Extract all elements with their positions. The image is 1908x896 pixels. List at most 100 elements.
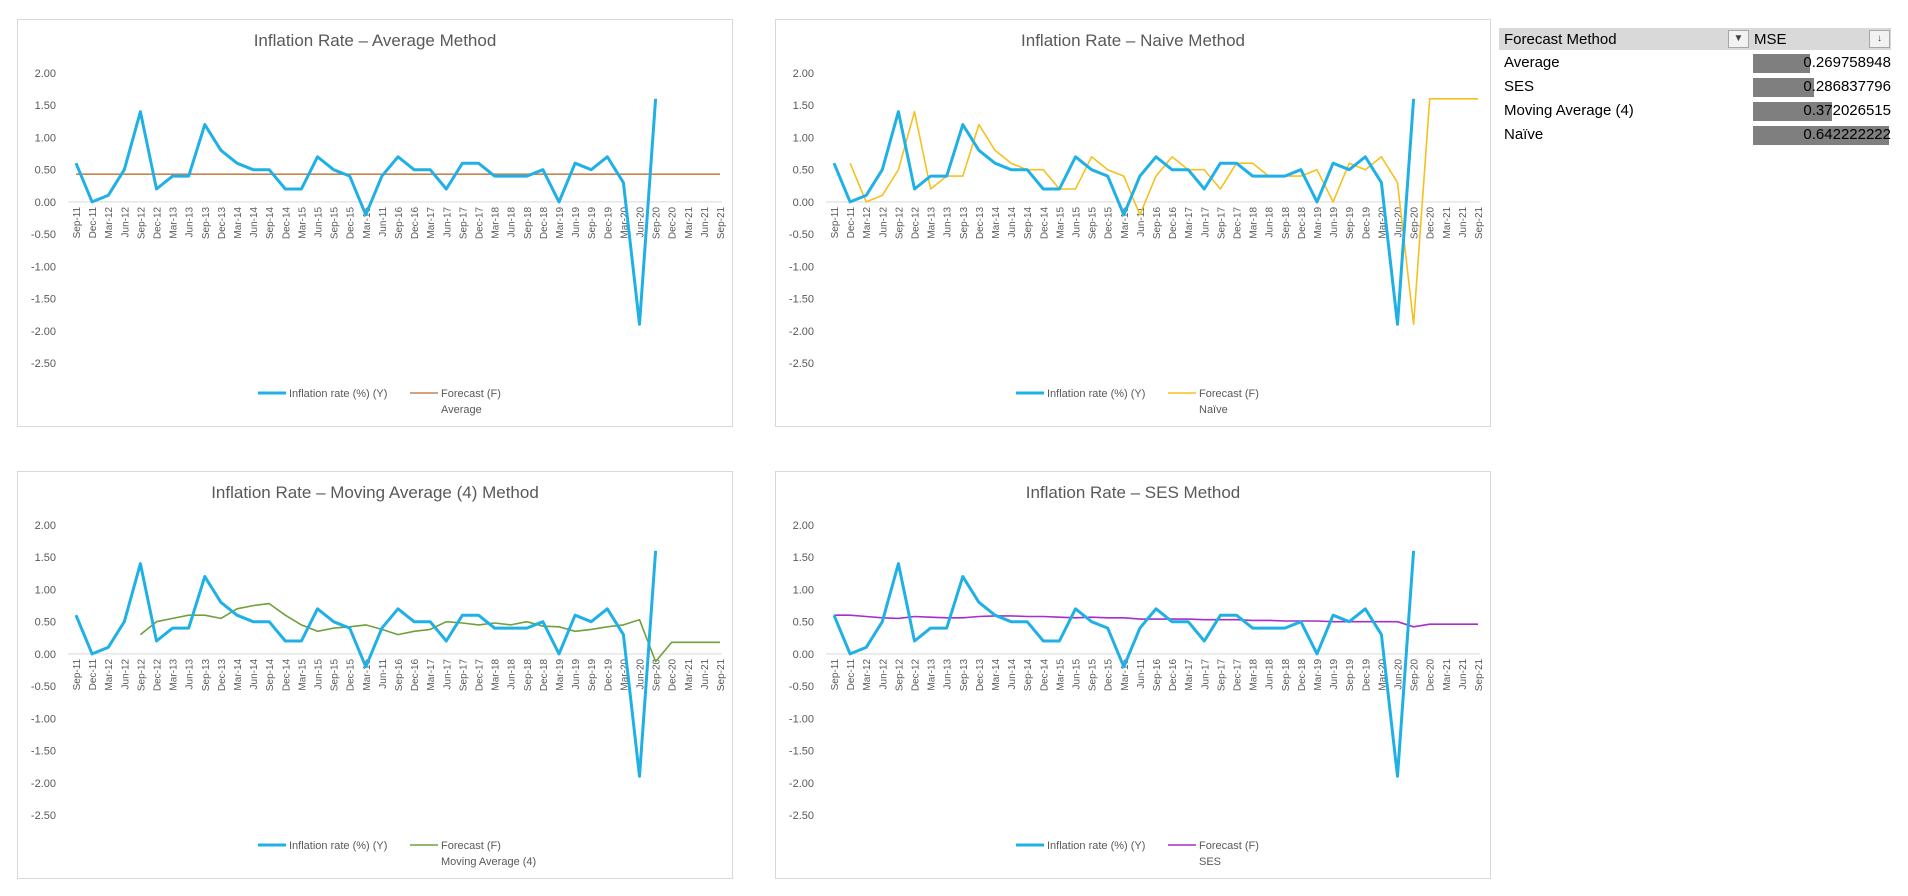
sort-descending-icon[interactable]: ↓ <box>1869 30 1890 48</box>
x-tick-label: Jun-12 <box>878 206 889 237</box>
y-tick-label: -0.50 <box>789 229 814 241</box>
y-tick-label: 0.50 <box>35 617 56 629</box>
x-tick-label: Jun-21 <box>700 206 711 237</box>
x-tick-label: Dec-20 <box>1426 658 1437 691</box>
x-tick-label: Dec-14 <box>1039 206 1050 239</box>
x-tick-label: Jun-17 <box>442 206 453 237</box>
x-tick-label: Dec-11 <box>846 206 857 238</box>
x-tick-label: Mar-15 <box>297 658 308 690</box>
x-tick-label: Sep-16 <box>394 206 405 239</box>
x-tick-label: Sep-19 <box>1345 658 1356 691</box>
x-tick-label: Sep-15 <box>330 658 341 691</box>
x-tick-label: Jun-15 <box>314 206 325 237</box>
x-tick-label: Sep-14 <box>265 206 276 239</box>
y-tick-label: -2.00 <box>31 778 56 790</box>
x-tick-label: Sep-17 <box>1216 658 1227 691</box>
x-tick-label: Mar-21 <box>684 206 695 238</box>
x-tick-label: Dec-20 <box>668 206 679 239</box>
x-tick-label: Dec-17 <box>1233 658 1244 691</box>
legend-label-forecast: Forecast (F) <box>1199 840 1259 852</box>
chart-plot: 2.00 1.50 1.00 0.50 0.00 -0.50 -1.00 -1.50 -2.00… <box>31 68 727 416</box>
y-tick-label: -1.00 <box>31 713 56 725</box>
y-tick-label: -0.50 <box>31 681 56 693</box>
x-tick-label: Sep-14 <box>265 658 276 691</box>
x-tick-label: Jun-11 <box>378 206 389 236</box>
x-tick-label: Dec-16 <box>1168 658 1179 691</box>
x-tick-label: Sep-13 <box>959 658 970 691</box>
x-tick-label: Jun-21 <box>1458 658 1469 689</box>
x-tick-label: Jun-19 <box>571 658 582 689</box>
x-tick-label: Jun-20 <box>1394 658 1405 689</box>
method-label: Average <box>1504 54 1560 71</box>
x-tick-label: Mar-12 <box>862 206 873 238</box>
x-tick-label: Dec-12 <box>911 658 922 691</box>
x-tick-label: Jun-21 <box>1458 206 1469 237</box>
x-tick-label: Mar-14 <box>991 658 1002 690</box>
x-tick-label: Mar-18 <box>491 206 502 238</box>
x-tick-label: Jun-11 <box>1136 206 1147 236</box>
y-tick-label: -0.50 <box>789 681 814 693</box>
x-tick-label: Mar-19 <box>555 658 566 690</box>
y-tick-label: 0.00 <box>35 197 56 209</box>
x-tick-label: Mar-17 <box>426 658 437 690</box>
x-tick-label: Jun-21 <box>700 658 711 689</box>
x-tick-label: Sep-20 <box>652 206 663 239</box>
legend-label-actual: Inflation rate (%) (Y) <box>289 388 387 400</box>
x-tick-label: Jun-19 <box>571 206 582 237</box>
x-tick-label: Dec-15 <box>346 206 357 239</box>
x-tick-label: Sep-17 <box>1216 206 1227 239</box>
x-tick-label: Sep-18 <box>523 658 534 691</box>
x-tick-label: Mar-15 <box>1055 206 1066 238</box>
mse-table: Forecast Method ▼ MSE ↓ Average 0.269758… <box>1499 28 1891 146</box>
x-tick-label: Jun-17 <box>442 658 453 689</box>
legend-label-forecast: Forecast (F) <box>1199 388 1259 400</box>
y-tick-label: -2.50 <box>789 358 814 370</box>
x-tick-label: Dec-11 <box>88 658 99 690</box>
x-tick-label: Sep-14 <box>1023 658 1034 691</box>
x-tick-label: Mar-20 <box>619 658 630 690</box>
chart-title: Inflation Rate – Moving Average (4) Meth… <box>211 483 539 502</box>
chart-plot: 2.00 1.50 1.00 0.50 0.00 -0.50 -1.00 -1.50 -2.00… <box>31 520 727 868</box>
x-tick-label: Mar-19 <box>1313 658 1324 690</box>
x-tick-label: Mar-13 <box>927 206 938 238</box>
chart-plot: 2.00 1.50 1.00 0.50 0.00 -0.50 -1.00 -1.50 -2.00… <box>789 68 1485 416</box>
x-tick-label: Dec-16 <box>1168 206 1179 239</box>
x-tick-label: Mar-14 <box>233 206 244 238</box>
chart-title: Inflation Rate – Average Method <box>253 31 497 50</box>
x-tick-label: Mar-20 <box>619 206 630 238</box>
x-tick-label: Mar-12 <box>104 206 115 238</box>
series-line-actual <box>832 98 1416 326</box>
x-tick-label: Mar-21 <box>1442 206 1453 238</box>
table-row: SES 0.286837796 <box>1499 74 1891 98</box>
x-tick-label: Mar-14 <box>991 206 1002 238</box>
series-line-actual <box>74 98 658 326</box>
y-tick-label: 2.00 <box>35 520 56 532</box>
x-tick-label: Sep-12 <box>136 658 147 691</box>
y-tick-label: 1.50 <box>793 100 814 112</box>
x-tick-label: Sep-20 <box>652 658 663 691</box>
y-tick-label: 2.00 <box>793 520 814 532</box>
y-tick-label: -1.50 <box>789 294 814 306</box>
y-tick-label: -0.50 <box>31 229 56 241</box>
x-tick-label: Jun-14 <box>1007 206 1018 237</box>
dropdown-arrow-icon[interactable]: ▼ <box>1728 30 1749 48</box>
method-label: SES <box>1504 78 1535 95</box>
y-tick-label: 1.50 <box>35 552 56 564</box>
x-tick-label: Mar-19 <box>1313 206 1324 238</box>
y-tick-label: 1.50 <box>35 100 56 112</box>
x-tick-label: Jun-14 <box>249 206 260 237</box>
x-tick-label: Dec-12 <box>153 206 164 239</box>
x-tick-label: Mar-20 <box>1377 206 1388 238</box>
x-tick-label: Mar-16 <box>1120 658 1131 690</box>
header-forecast-method: Forecast Method <box>1504 31 1617 48</box>
x-tick-label: Dec-15 <box>1104 658 1115 691</box>
table-row: Naïve 0.642222222 <box>1499 122 1891 146</box>
x-tick-label: Mar-18 <box>1249 658 1260 690</box>
x-tick-label: Jun-12 <box>120 658 131 689</box>
y-tick-label: 1.50 <box>793 552 814 564</box>
x-tick-label: Jun-13 <box>943 206 954 237</box>
x-tick-label: Sep-12 <box>136 206 147 239</box>
x-tick-label: Sep-11 <box>830 658 841 690</box>
x-tick-label: Dec-19 <box>1361 206 1372 239</box>
x-tick-label: Sep-13 <box>201 658 212 691</box>
